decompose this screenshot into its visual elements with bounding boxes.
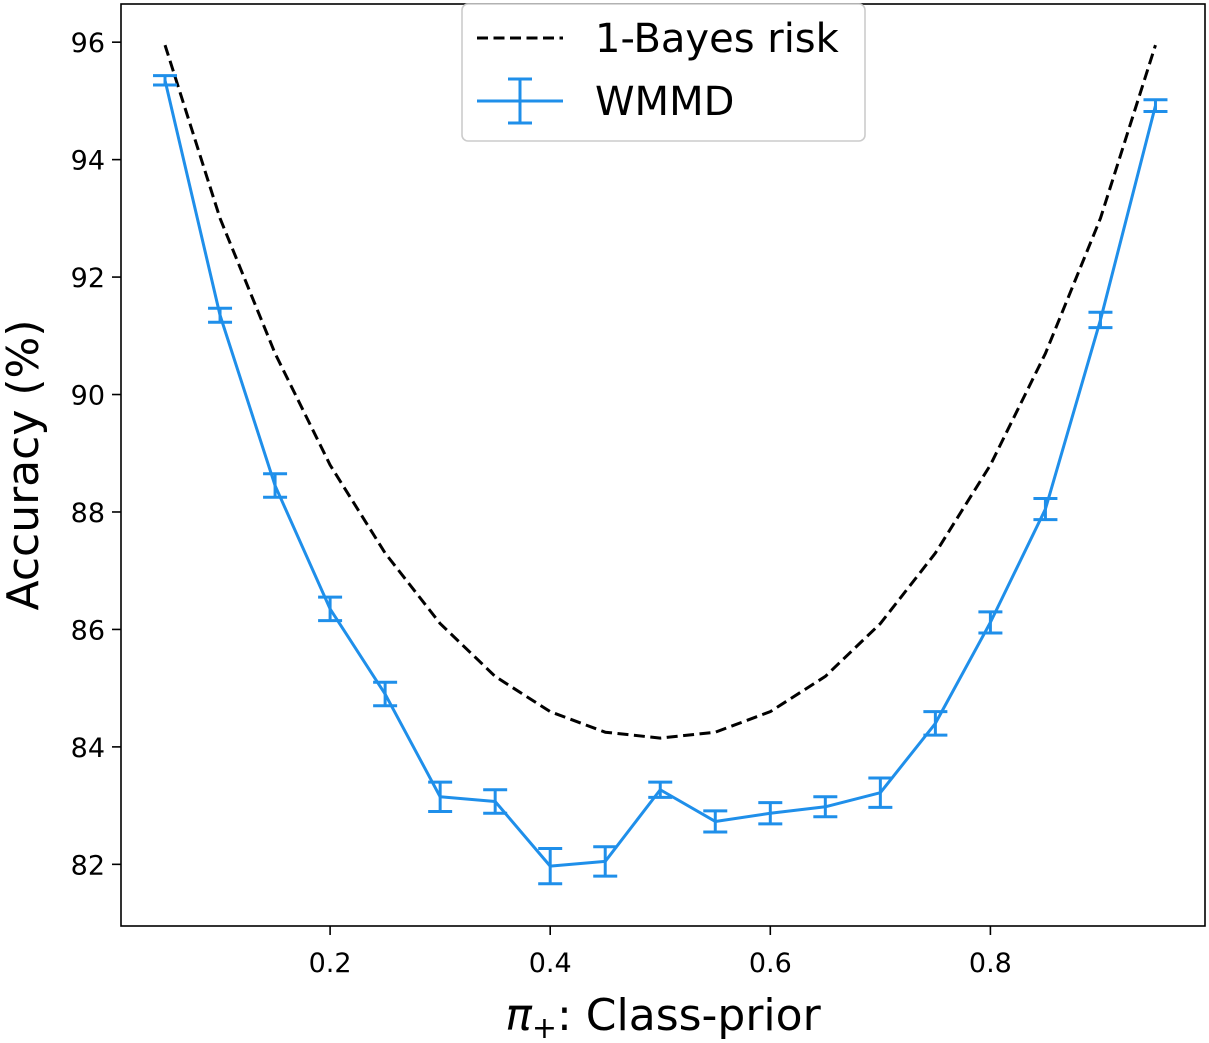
error-bar — [813, 795, 838, 819]
error-bar — [153, 74, 178, 87]
legend-entry-1: WMMD — [477, 77, 734, 125]
error-bar — [703, 809, 728, 834]
x-tick-label: 0.4 — [529, 948, 572, 979]
error-bar — [648, 780, 673, 799]
y-tick-label: 84 — [71, 733, 105, 764]
x-tick-label: 0.2 — [309, 948, 352, 979]
plot-area — [120, 3, 1206, 927]
x-axis: 0.2 0.4 0.6 0.8 — [309, 926, 1012, 979]
y-axis: 82 84 86 88 90 92 94 96 — [71, 28, 121, 881]
error-bar — [263, 472, 288, 499]
x-axis-label-text: : Class-prior — [557, 990, 822, 1041]
legend-label: 1-Bayes risk — [595, 16, 840, 62]
error-bar — [483, 788, 508, 815]
series-0 — [163, 44, 1157, 740]
error-bar — [593, 845, 618, 878]
y-axis-label: Accuracy (%) — [0, 319, 49, 610]
legend: 1-Bayes risk WMMD — [461, 3, 866, 142]
series-line — [163, 44, 1157, 740]
error-bar — [1143, 98, 1168, 113]
y-tick-label: 82 — [71, 850, 105, 881]
error-bar — [318, 595, 343, 623]
error-bar — [428, 780, 453, 813]
series-layer — [153, 44, 1168, 886]
legend-label: WMMD — [595, 79, 734, 125]
error-bar — [1088, 310, 1113, 330]
y-tick-label: 90 — [71, 381, 105, 412]
error-bar — [868, 776, 893, 809]
legend-entry-0: 1-Bayes risk — [477, 16, 840, 62]
error-bar — [373, 680, 398, 708]
legend-entries: 1-Bayes risk WMMD — [477, 16, 840, 125]
error-bar — [538, 846, 563, 886]
error-bar — [923, 710, 948, 737]
x-axis-label-symbol: π — [505, 990, 533, 1041]
error-bar — [978, 610, 1003, 635]
x-axis-label-subscript: + — [532, 1011, 557, 1043]
y-tick-label: 92 — [71, 263, 105, 294]
series-1 — [153, 74, 1168, 886]
y-tick-label: 94 — [71, 146, 105, 177]
error-bar — [208, 306, 233, 324]
y-tick-label: 96 — [71, 28, 105, 59]
error-bar — [758, 801, 783, 826]
x-tick-label: 0.6 — [749, 948, 792, 979]
y-tick-label: 86 — [71, 615, 105, 646]
error-bar — [1033, 496, 1058, 522]
x-axis-label: π+: Class-prior — [505, 990, 821, 1043]
x-tick-label: 0.8 — [969, 948, 1012, 979]
y-tick-label: 88 — [71, 498, 105, 529]
